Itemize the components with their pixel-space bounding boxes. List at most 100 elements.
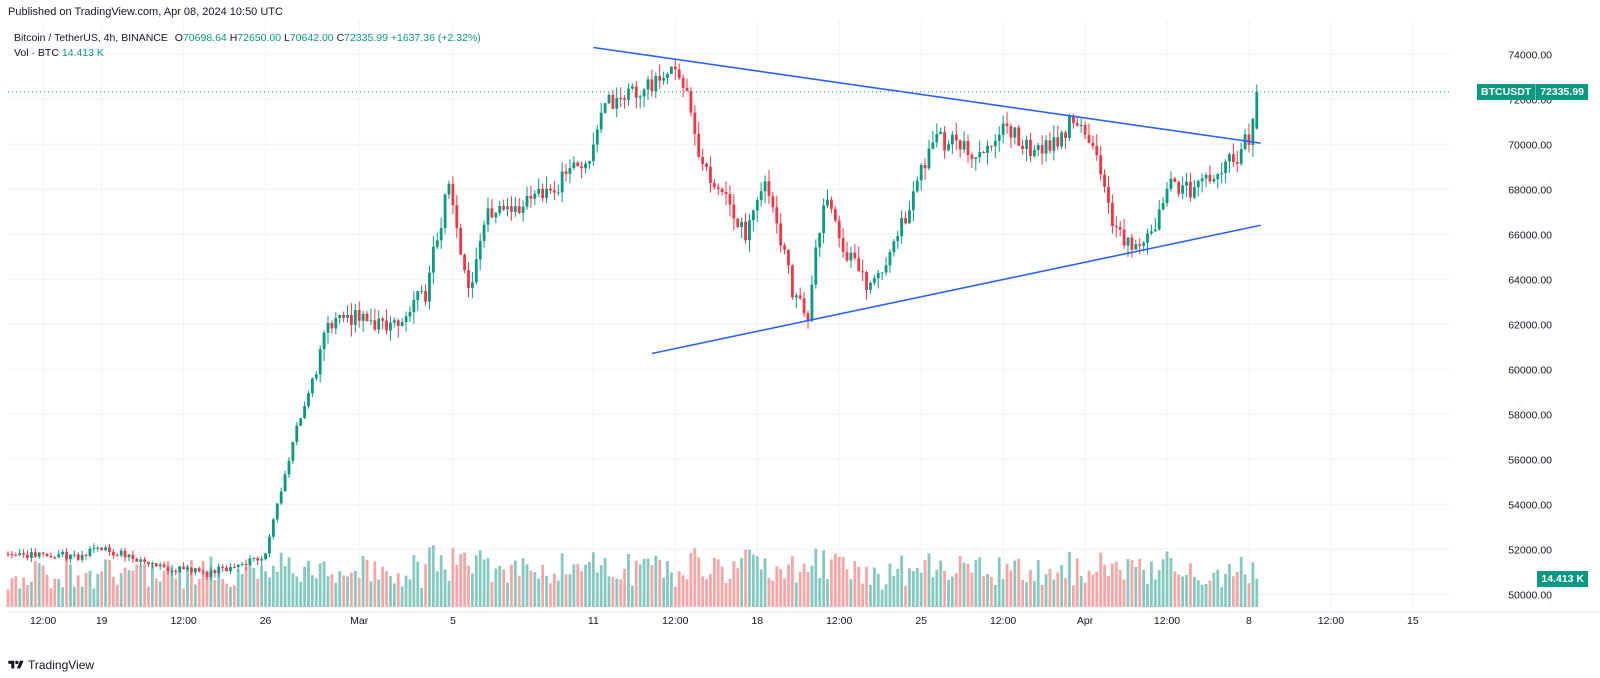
volume-bar bbox=[1056, 572, 1060, 607]
footer-brand[interactable]: TradingView bbox=[8, 658, 94, 672]
candle-body bbox=[439, 228, 443, 241]
volume-bar bbox=[1165, 551, 1169, 607]
candle-body bbox=[37, 552, 41, 557]
y-tick-label: 52000.00 bbox=[1508, 544, 1552, 556]
candle-body bbox=[170, 570, 174, 572]
volume-bar bbox=[810, 565, 814, 607]
volume-bar bbox=[939, 560, 943, 607]
x-tick-label: 19 bbox=[96, 615, 108, 627]
candle-body bbox=[822, 205, 826, 234]
volume-bar bbox=[72, 586, 76, 607]
candle-body bbox=[14, 554, 18, 556]
volume-bar bbox=[330, 574, 334, 607]
volume-bar bbox=[295, 576, 299, 607]
volume-bar bbox=[424, 564, 427, 607]
volume-bar bbox=[49, 588, 53, 607]
volume-bar bbox=[611, 576, 615, 607]
candle-body bbox=[279, 491, 283, 504]
candle-body bbox=[88, 548, 92, 556]
candle-body bbox=[291, 441, 295, 461]
candle-body bbox=[127, 554, 131, 558]
candle-body bbox=[182, 566, 186, 570]
volume-bar bbox=[1239, 557, 1243, 607]
candle-body bbox=[482, 224, 486, 242]
volume-bar bbox=[307, 560, 310, 607]
volume-bar bbox=[1048, 568, 1052, 607]
candle-body bbox=[1189, 181, 1192, 198]
volume-bar bbox=[1153, 579, 1157, 607]
candle-body bbox=[790, 265, 794, 298]
candle-body bbox=[798, 295, 802, 299]
candle-body bbox=[939, 131, 943, 135]
volume-bar bbox=[303, 566, 306, 607]
volume-bar bbox=[1114, 561, 1118, 607]
candle-body bbox=[767, 181, 771, 197]
volume-bar bbox=[1130, 560, 1134, 607]
volume-bar bbox=[322, 561, 326, 607]
candle-body bbox=[533, 193, 537, 199]
legend-volume-row: Vol · BTC 14.413 K bbox=[14, 46, 481, 61]
candle-body bbox=[673, 66, 677, 70]
candle-body bbox=[1075, 123, 1079, 126]
candle-body bbox=[1200, 178, 1204, 182]
volume-bar bbox=[396, 573, 400, 607]
volume-bar bbox=[1021, 580, 1025, 607]
volume-bar bbox=[162, 570, 166, 607]
x-tick-label: 12:00 bbox=[990, 615, 1016, 627]
last-price-value: 72335.99 bbox=[1535, 83, 1588, 100]
candle-body bbox=[447, 183, 451, 195]
volume-bar bbox=[724, 583, 728, 607]
candle-body bbox=[1231, 154, 1235, 163]
volume-bar bbox=[108, 559, 111, 607]
volume-bar bbox=[361, 555, 365, 607]
volume-bar bbox=[451, 547, 455, 607]
volume-bar bbox=[1060, 565, 1064, 607]
volume-bar bbox=[970, 572, 974, 607]
volume-bar bbox=[529, 570, 533, 607]
candle-body bbox=[1224, 161, 1227, 174]
candle-body bbox=[470, 282, 474, 288]
volume-bar bbox=[474, 555, 478, 607]
legend-close-value: 72335.99 bbox=[344, 32, 388, 44]
candle-body bbox=[303, 406, 306, 419]
volume-bar bbox=[966, 563, 970, 607]
candle-body bbox=[408, 312, 412, 317]
y-tick-label: 74000.00 bbox=[1508, 49, 1552, 61]
candle-body bbox=[123, 550, 127, 558]
candle-body bbox=[193, 568, 197, 573]
x-tick-label: 26 bbox=[260, 615, 272, 627]
candle-body bbox=[884, 265, 888, 273]
volume-bar bbox=[213, 580, 217, 607]
candle-body bbox=[353, 310, 357, 325]
volume-bar bbox=[630, 585, 634, 607]
volume-bar bbox=[1181, 576, 1185, 607]
volume-bar bbox=[84, 572, 88, 607]
volume-bar bbox=[275, 571, 279, 607]
candle-body bbox=[1251, 118, 1255, 145]
candle-body bbox=[1192, 187, 1196, 198]
legend-volume-label[interactable]: Vol · BTC bbox=[14, 47, 59, 59]
legend-symbol[interactable]: Bitcoin / TetherUS, 4h, BINANCE bbox=[14, 32, 168, 44]
y-tick-label: 62000.00 bbox=[1508, 319, 1552, 331]
volume-bar bbox=[147, 586, 150, 607]
volume-bar bbox=[736, 568, 740, 607]
volume-bar bbox=[1110, 563, 1114, 607]
candle-body bbox=[350, 315, 353, 325]
volume-bar bbox=[658, 559, 662, 607]
volume-bar bbox=[705, 579, 708, 607]
candle-body bbox=[712, 182, 716, 188]
volume-bar bbox=[494, 568, 498, 607]
candle-body bbox=[580, 166, 584, 169]
candle-body bbox=[650, 79, 654, 92]
volume-bar bbox=[1150, 561, 1153, 607]
candle-body bbox=[108, 547, 111, 552]
candle-body bbox=[603, 103, 607, 113]
candle-body bbox=[1235, 162, 1239, 164]
volume-bar bbox=[420, 588, 424, 607]
candle-body bbox=[131, 554, 135, 559]
candle-body bbox=[330, 322, 334, 329]
candle-body bbox=[560, 171, 564, 193]
candle-body bbox=[264, 553, 267, 560]
volume-bar bbox=[53, 578, 57, 607]
